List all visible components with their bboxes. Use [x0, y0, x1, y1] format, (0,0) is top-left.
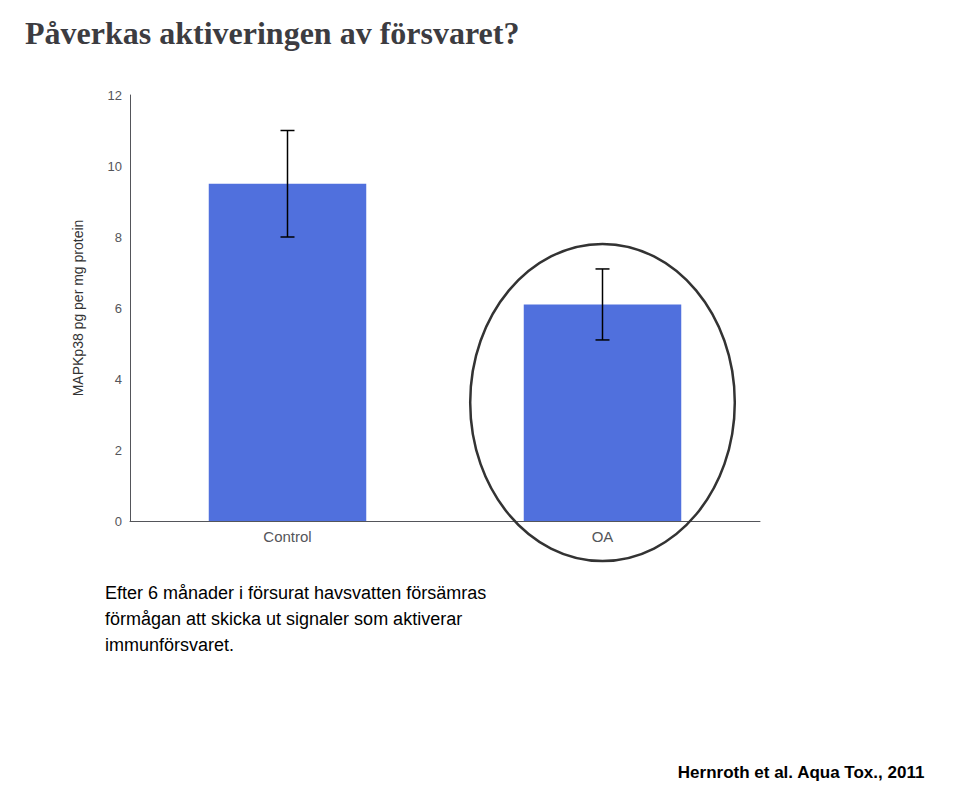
- svg-text:10: 10: [108, 159, 122, 174]
- svg-text:6: 6: [115, 301, 122, 316]
- svg-text:Hernroth et al. Aqua Tox., 201: Hernroth et al. Aqua Tox., 2011: [678, 763, 925, 782]
- svg-text:Control: Control: [263, 528, 311, 545]
- svg-text:0: 0: [115, 514, 122, 529]
- svg-text:12: 12: [108, 88, 122, 103]
- svg-text:MAPKp38 pg per mg protein: MAPKp38 pg per mg protein: [70, 220, 86, 397]
- svg-text:förmågan att skicka ut signale: förmågan att skicka ut signaler som akti…: [105, 609, 462, 629]
- svg-text:Påverkas aktiveringen av försv: Påverkas aktiveringen av försvaret?: [25, 15, 519, 51]
- svg-text:OA: OA: [592, 528, 614, 545]
- svg-text:Efter 6 månader i försurat hav: Efter 6 månader i försurat havsvatten fö…: [105, 583, 486, 603]
- svg-text:8: 8: [115, 230, 122, 245]
- svg-text:4: 4: [115, 372, 122, 387]
- svg-text:2: 2: [115, 443, 122, 458]
- svg-text:immunförsvaret.: immunförsvaret.: [105, 635, 234, 655]
